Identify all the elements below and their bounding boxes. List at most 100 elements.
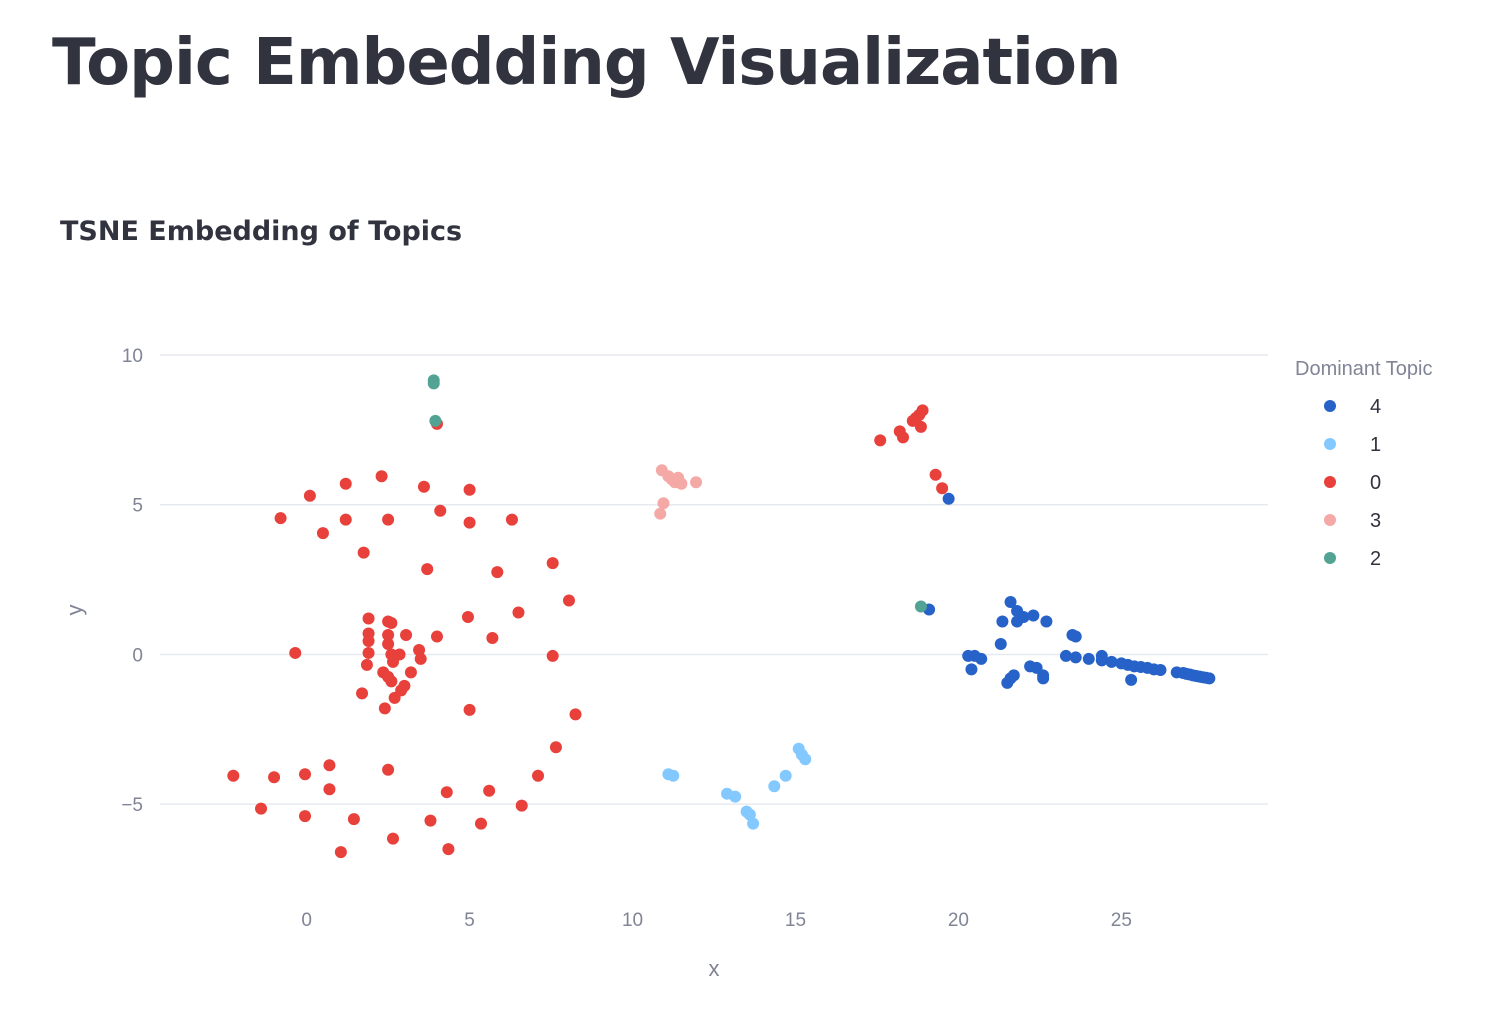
- data-point[interactable]: [874, 434, 887, 447]
- data-point[interactable]: [1082, 652, 1095, 665]
- data-point[interactable]: [424, 814, 437, 827]
- data-point[interactable]: [434, 504, 447, 517]
- data-point[interactable]: [1105, 655, 1118, 668]
- data-point[interactable]: [299, 810, 312, 823]
- data-point[interactable]: [667, 769, 680, 782]
- data-point[interactable]: [289, 646, 302, 659]
- data-point[interactable]: [356, 687, 369, 700]
- data-point[interactable]: [382, 763, 395, 776]
- data-point[interactable]: [388, 691, 401, 704]
- data-point[interactable]: [515, 799, 528, 812]
- data-point[interactable]: [1125, 673, 1138, 686]
- data-point[interactable]: [442, 843, 455, 856]
- data-point[interactable]: [461, 611, 474, 624]
- data-point[interactable]: [303, 489, 316, 502]
- data-point[interactable]: [429, 414, 442, 427]
- data-point[interactable]: [1040, 615, 1053, 628]
- data-point[interactable]: [994, 637, 1007, 650]
- legend-item[interactable]: 4: [1324, 396, 1381, 418]
- data-point[interactable]: [360, 658, 373, 671]
- data-point[interactable]: [1095, 654, 1108, 667]
- data-point[interactable]: [414, 652, 427, 665]
- legend[interactable]: Dominant Topic 4 1 0 3 2: [1295, 358, 1432, 570]
- series-3[interactable]: [654, 464, 703, 520]
- data-point[interactable]: [255, 802, 268, 815]
- data-point[interactable]: [1017, 611, 1030, 624]
- data-point[interactable]: [1037, 672, 1050, 685]
- data-point[interactable]: [546, 557, 559, 570]
- data-point[interactable]: [385, 616, 398, 629]
- legend-item[interactable]: 3: [1324, 510, 1381, 532]
- data-point[interactable]: [914, 600, 927, 613]
- data-point[interactable]: [339, 513, 352, 526]
- data-point[interactable]: [323, 759, 336, 772]
- data-point[interactable]: [463, 483, 476, 496]
- data-point[interactable]: [483, 784, 496, 797]
- data-point[interactable]: [936, 482, 949, 495]
- data-point[interactable]: [427, 377, 440, 390]
- data-point[interactable]: [929, 468, 942, 481]
- data-point[interactable]: [768, 780, 781, 793]
- data-point[interactable]: [385, 675, 398, 688]
- data-point[interactable]: [505, 513, 518, 526]
- data-point[interactable]: [486, 631, 499, 644]
- data-point[interactable]: [675, 477, 688, 490]
- data-point[interactable]: [362, 612, 375, 625]
- data-point[interactable]: [729, 790, 742, 803]
- data-point[interactable]: [779, 769, 792, 782]
- data-point[interactable]: [375, 470, 388, 483]
- data-point[interactable]: [387, 655, 400, 668]
- data-point[interactable]: [1069, 651, 1082, 664]
- data-point[interactable]: [387, 832, 400, 845]
- data-point[interactable]: [347, 813, 360, 826]
- data-point[interactable]: [227, 769, 240, 782]
- data-point[interactable]: [362, 646, 375, 659]
- series-0[interactable]: [227, 404, 949, 859]
- data-point[interactable]: [421, 563, 434, 576]
- data-points[interactable]: [227, 374, 1216, 859]
- data-point[interactable]: [417, 480, 430, 493]
- data-point[interactable]: [562, 594, 575, 607]
- legend-item[interactable]: 2: [1324, 548, 1381, 570]
- data-point[interactable]: [323, 783, 336, 796]
- series-1[interactable]: [662, 742, 812, 830]
- data-point[interactable]: [799, 753, 812, 766]
- data-point[interactable]: [474, 817, 487, 830]
- data-point[interactable]: [657, 497, 670, 510]
- data-point[interactable]: [357, 546, 370, 559]
- data-point[interactable]: [463, 703, 476, 716]
- data-point[interactable]: [549, 741, 562, 754]
- data-point[interactable]: [404, 666, 417, 679]
- data-point[interactable]: [975, 652, 988, 665]
- series-4[interactable]: [923, 492, 1216, 689]
- data-point[interactable]: [546, 649, 559, 662]
- data-point[interactable]: [382, 628, 395, 641]
- data-point[interactable]: [378, 702, 391, 715]
- data-point[interactable]: [334, 846, 347, 859]
- data-point[interactable]: [747, 817, 760, 830]
- data-point[interactable]: [914, 420, 927, 433]
- data-point[interactable]: [942, 492, 955, 505]
- data-point[interactable]: [1154, 664, 1167, 677]
- data-point[interactable]: [400, 628, 413, 641]
- data-point[interactable]: [299, 768, 312, 781]
- data-point[interactable]: [916, 404, 929, 417]
- data-point[interactable]: [491, 566, 504, 579]
- legend-item[interactable]: 1: [1324, 434, 1381, 456]
- data-point[interactable]: [431, 630, 443, 643]
- data-point[interactable]: [382, 513, 395, 526]
- data-point[interactable]: [362, 634, 375, 647]
- data-point[interactable]: [268, 771, 281, 784]
- data-point[interactable]: [512, 606, 525, 619]
- data-point[interactable]: [532, 769, 545, 782]
- data-point[interactable]: [1001, 676, 1014, 689]
- data-point[interactable]: [690, 476, 703, 489]
- data-point[interactable]: [1069, 630, 1082, 643]
- data-point[interactable]: [569, 708, 582, 721]
- data-point[interactable]: [413, 643, 426, 656]
- data-point[interactable]: [316, 527, 329, 540]
- data-point[interactable]: [1027, 609, 1040, 622]
- data-point[interactable]: [1059, 649, 1072, 662]
- data-point[interactable]: [897, 431, 910, 444]
